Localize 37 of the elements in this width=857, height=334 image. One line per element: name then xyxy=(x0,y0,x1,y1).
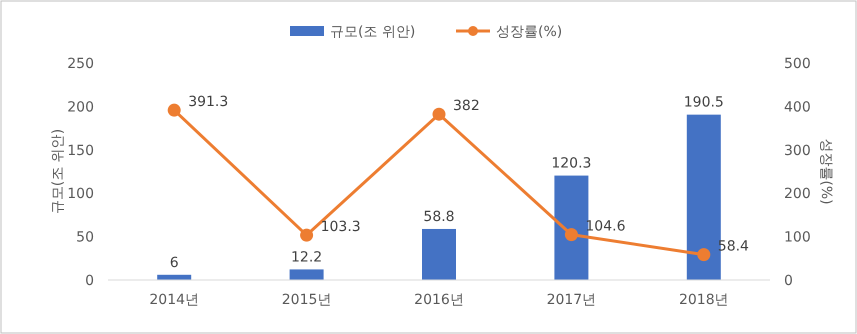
point xyxy=(300,228,314,242)
x-tick-label: 2018년 xyxy=(678,292,729,308)
bar xyxy=(554,176,588,280)
x-tick-label: 2015년 xyxy=(282,292,332,308)
y-tick-label: 50 xyxy=(76,230,94,246)
y2-tick-label: 100 xyxy=(784,230,811,246)
x-tick-label: 2014년 xyxy=(149,292,200,308)
legend-label: 규모(조 위안) xyxy=(330,24,416,40)
y2-tick-label: 300 xyxy=(784,142,811,159)
y-axis-title: 규모(조 위안) xyxy=(50,128,66,214)
data-label: 190.5 xyxy=(684,94,724,111)
point xyxy=(697,248,710,262)
y-tick-label: 0 xyxy=(85,273,94,289)
y2-tick-label: 200 xyxy=(784,186,811,202)
data-label: 103.3 xyxy=(320,219,361,236)
y2-tick-label: 400 xyxy=(784,99,811,116)
bar xyxy=(290,269,324,280)
y2-axis-title: 성장률(%) xyxy=(818,138,834,205)
y-tick-label: 200 xyxy=(67,99,94,116)
data-label: 6 xyxy=(170,254,179,271)
legend-label: 성장률(%) xyxy=(496,24,562,40)
y-tick-label: 250 xyxy=(67,56,94,72)
x-tick-label: 2016년 xyxy=(414,292,464,308)
data-label: 120.3 xyxy=(551,156,592,172)
y2-tick-label: 500 xyxy=(784,56,811,72)
bar xyxy=(422,228,456,280)
point xyxy=(564,228,578,242)
data-label: 58.8 xyxy=(423,208,455,225)
y-tick-label: 100 xyxy=(67,186,94,202)
point xyxy=(168,104,181,117)
y2-tick-label: 0 xyxy=(784,273,793,289)
data-label: 12.2 xyxy=(291,249,322,266)
point xyxy=(432,108,446,121)
y-tick-label: 150 xyxy=(67,142,94,159)
data-label: 382 xyxy=(453,98,480,114)
data-label: 391.3 xyxy=(188,94,228,110)
x-tick-label: 2017년 xyxy=(546,292,596,308)
